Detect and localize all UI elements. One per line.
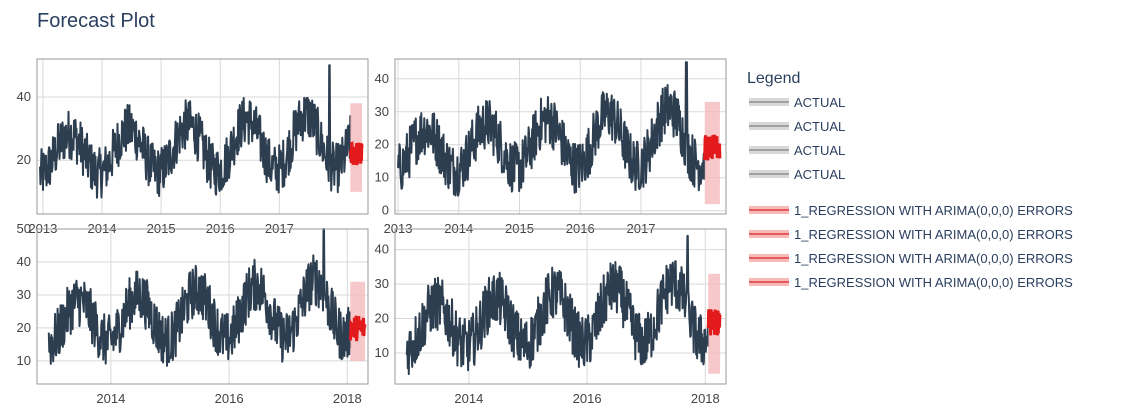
x-tick-label: 2014 <box>454 391 483 406</box>
actual-series-line <box>39 64 352 199</box>
y-tick-label: 0 <box>382 203 389 218</box>
y-tick-label: 20 <box>375 311 389 326</box>
legend-title: Legend <box>747 70 800 87</box>
legend-label: ACTUAL <box>794 143 845 158</box>
subplot-frame <box>394 228 727 385</box>
x-tick-label: 2016 <box>573 391 602 406</box>
legend: Legend ACTUAL ACTUAL ACTUAL ACTUAL 1_REGRESSI… <box>747 70 1073 290</box>
y-tick-label: 30 <box>17 287 31 302</box>
y-tick-label: 10 <box>17 353 31 368</box>
y-tick-label: 20 <box>17 320 31 335</box>
forecast-series-line <box>703 134 722 161</box>
actual-series-line <box>405 234 710 376</box>
forecast-series-line <box>348 315 367 342</box>
y-tick-label: 40 <box>375 242 389 257</box>
y-tick-label: 40 <box>17 254 31 269</box>
subplot-frame <box>36 228 369 385</box>
legend-item[interactable]: ACTUAL <box>749 143 845 158</box>
x-tick-label: 2018 <box>691 391 720 406</box>
legend-item[interactable]: 1_REGRESSION WITH ARIMA(0,0,0) ERRORS <box>749 227 1073 242</box>
y-tick-label: 20 <box>17 152 31 167</box>
y-tick-label: 40 <box>17 89 31 104</box>
subplot-frame <box>36 58 369 215</box>
legend-item[interactable]: ACTUAL <box>749 119 845 134</box>
legend-item[interactable]: ACTUAL <box>749 167 845 182</box>
page-title: Forecast Plot <box>37 10 155 32</box>
y-tick-label: 50 <box>17 221 31 236</box>
legend-item[interactable]: ACTUAL <box>749 95 845 110</box>
legend-item[interactable]: 1_REGRESSION WITH ARIMA(0,0,0) ERRORS <box>749 203 1073 218</box>
y-tick-label: 40 <box>375 71 389 86</box>
actual-series-line <box>397 61 706 197</box>
legend-item[interactable]: 1_REGRESSION WITH ARIMA(0,0,0) ERRORS <box>749 275 1073 290</box>
y-tick-label: 10 <box>375 170 389 185</box>
y-tick-label: 30 <box>375 276 389 291</box>
actual-series-line <box>47 228 352 367</box>
legend-label: ACTUAL <box>794 119 845 134</box>
legend-label: ACTUAL <box>794 95 845 110</box>
x-tick-label: 2018 <box>333 391 362 406</box>
legend-label: 1_REGRESSION WITH ARIMA(0,0,0) ERRORS <box>794 227 1073 242</box>
y-tick-label: 30 <box>375 104 389 119</box>
legend-label: 1_REGRESSION WITH ARIMA(0,0,0) ERRORS <box>794 251 1073 266</box>
legend-label: ACTUAL <box>794 167 845 182</box>
subplot-3: 2014 2016 2018 10 20 30 40 50 <box>17 221 369 406</box>
y-tick-label: 20 <box>375 137 389 152</box>
legend-label: 1_REGRESSION WITH ARIMA(0,0,0) ERRORS <box>794 203 1073 218</box>
legend-label: 1_REGRESSION WITH ARIMA(0,0,0) ERRORS <box>794 275 1073 290</box>
x-tick-label: 2014 <box>96 391 125 406</box>
forecast-series-line <box>706 309 722 336</box>
forecast-series-line <box>348 141 364 166</box>
x-tick-label: 2016 <box>215 391 244 406</box>
subplot-frame <box>394 58 727 215</box>
y-tick-label: 10 <box>375 345 389 360</box>
legend-item[interactable]: 1_REGRESSION WITH ARIMA(0,0,0) ERRORS <box>749 251 1073 266</box>
subplot-4: 2014 2016 2018 10 20 30 40 <box>375 228 727 406</box>
